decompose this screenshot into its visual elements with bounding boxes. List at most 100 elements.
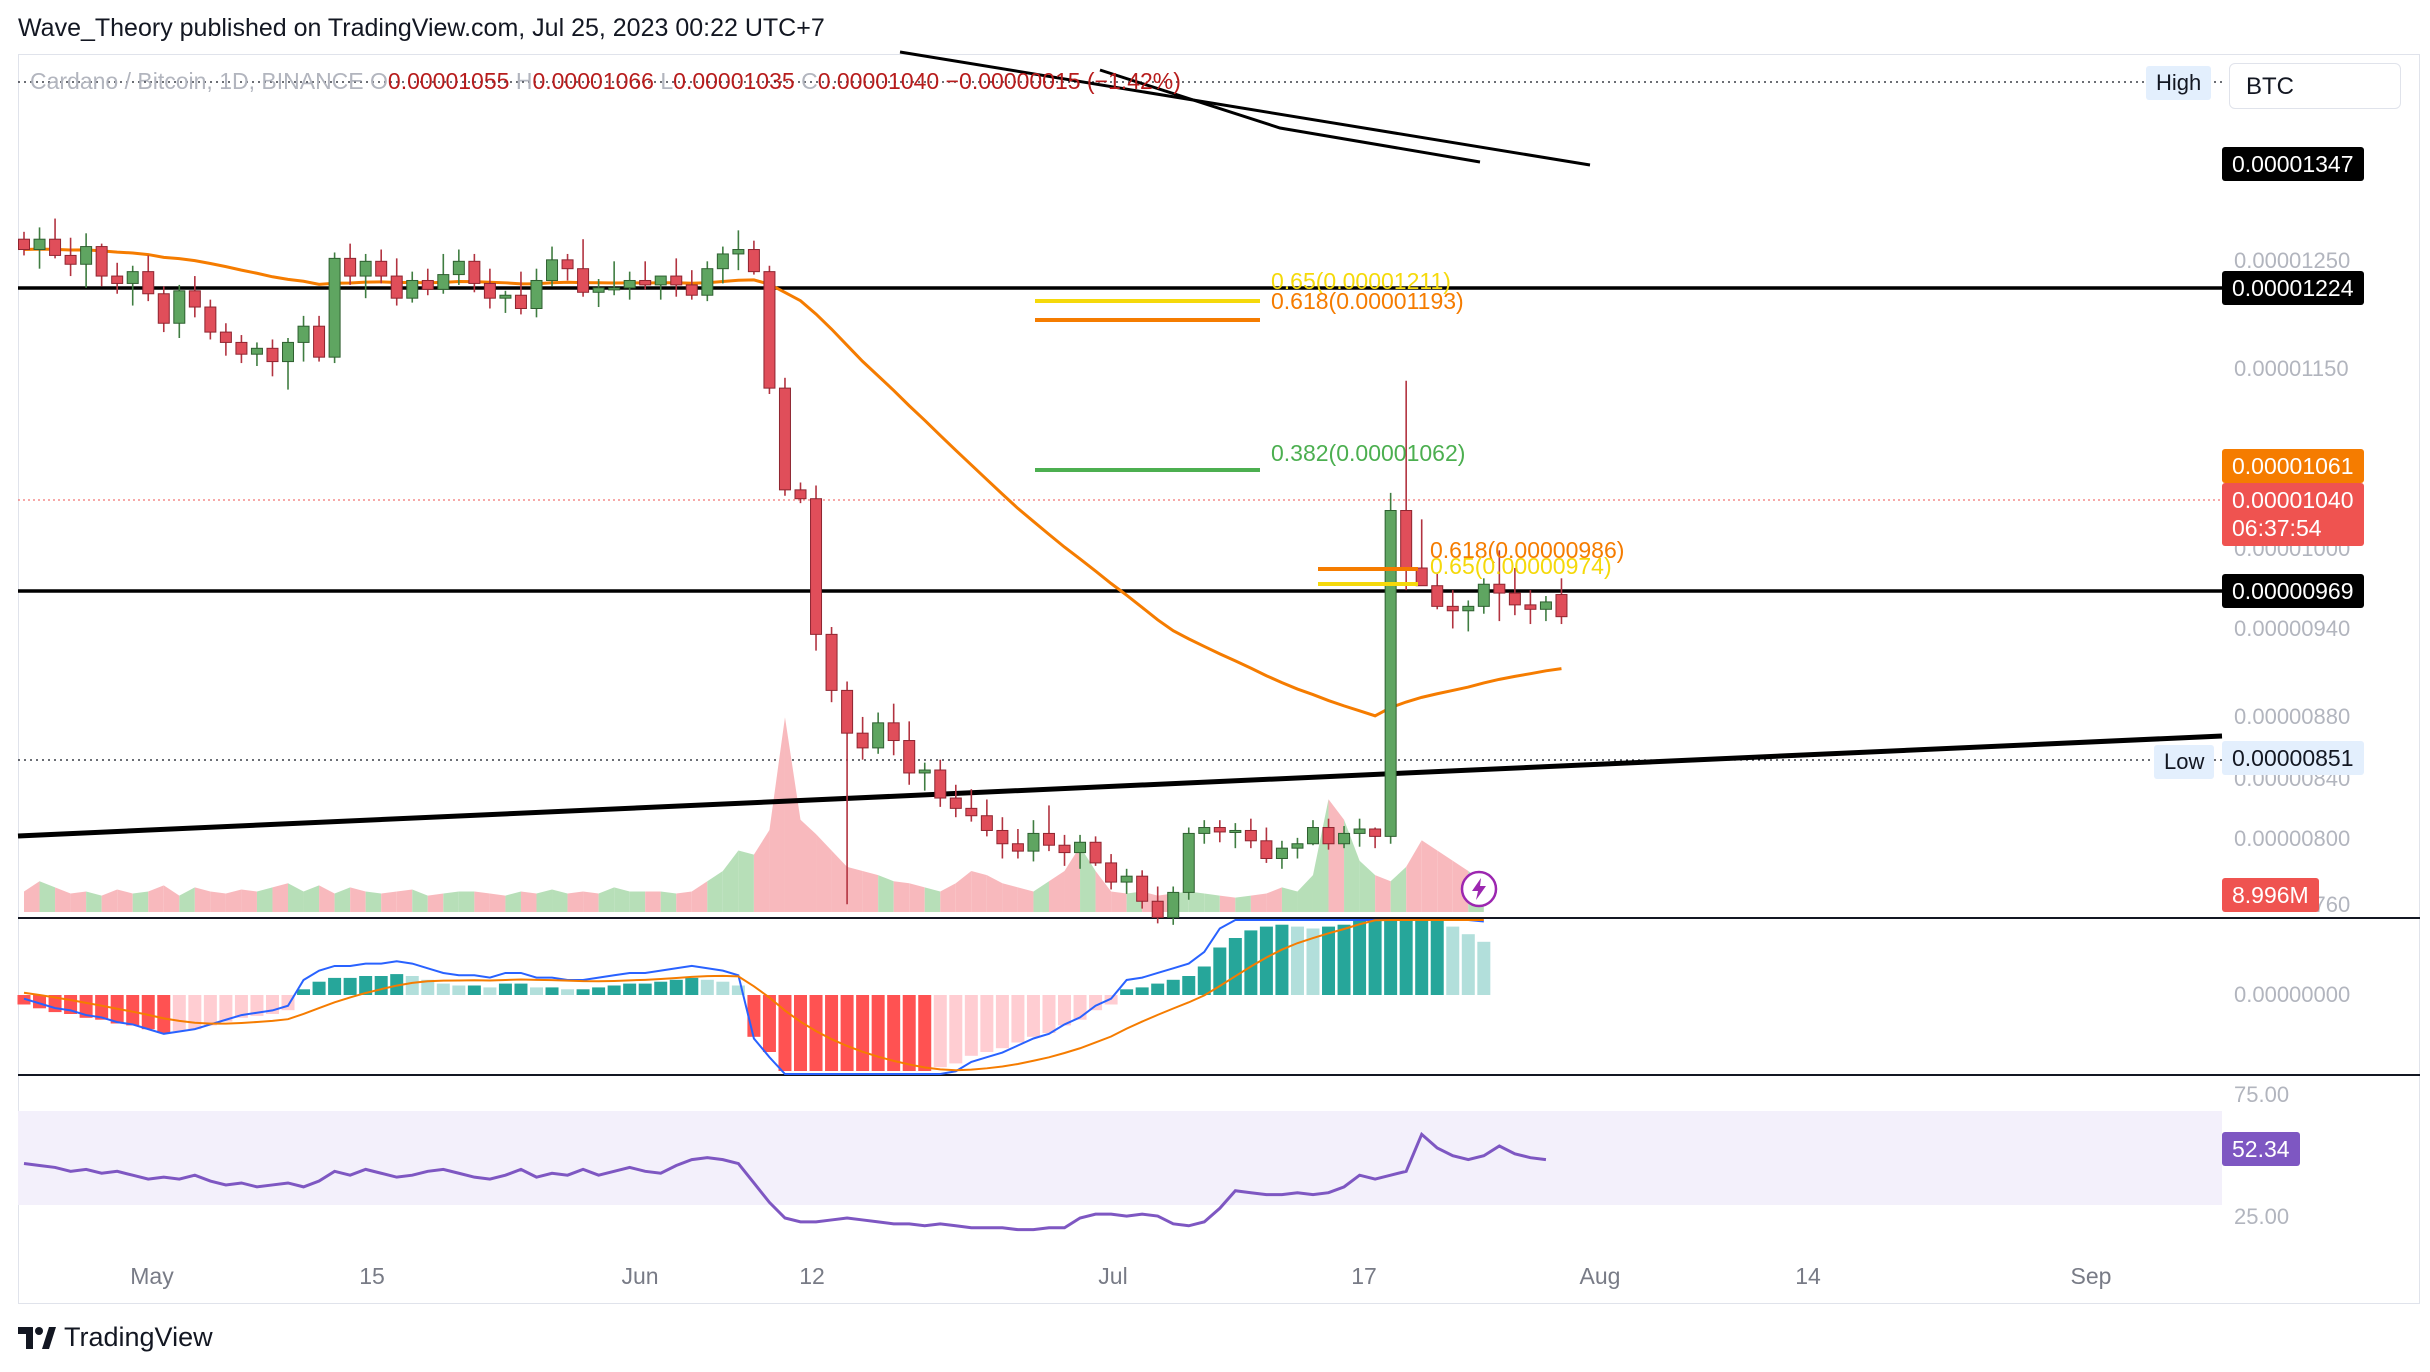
candle-body: [639, 279, 652, 286]
currency-selector[interactable]: BTC: [2229, 63, 2401, 109]
candle-body: [1260, 840, 1273, 859]
candle-body: [1151, 900, 1164, 918]
candle-body: [375, 260, 388, 277]
candle-body: [235, 341, 248, 355]
candle-body: [577, 268, 590, 293]
fib-label: 0.65(0.00000974): [1430, 553, 1612, 579]
candle-body: [1400, 510, 1413, 569]
volume-area-segment: [1266, 887, 1282, 912]
volume-area-segment: [489, 893, 506, 912]
volume-area-segment: [1095, 871, 1112, 912]
candle-body: [561, 259, 574, 270]
candle-body: [530, 279, 543, 310]
candle-body: [685, 284, 698, 296]
volume-area-segment: [738, 850, 754, 912]
volume-area-segment: [645, 891, 661, 912]
macd-hist-bar: [374, 976, 388, 995]
low-value: 0.00001035: [673, 68, 795, 94]
macd-hist-bar: [1166, 979, 1180, 995]
open-key: O: [370, 68, 388, 94]
time-tick: 17: [1351, 1263, 1377, 1289]
bolt-icon[interactable]: [1460, 870, 1498, 908]
macd-hist-bar: [421, 979, 435, 995]
price-tick: 0.00000800: [2234, 826, 2351, 851]
candle-body: [437, 274, 450, 290]
brand[interactable]: TradingView: [18, 1322, 213, 1353]
macd-hist-bar: [95, 995, 109, 1020]
macd-hist-bar: [157, 995, 171, 1033]
candle-body: [64, 254, 77, 265]
candle-body: [359, 260, 372, 277]
volume-area-segment: [334, 887, 351, 912]
candle-body: [111, 275, 124, 284]
candle-body: [95, 246, 108, 277]
fib-levels: [1035, 299, 1418, 586]
candle-body: [732, 249, 745, 255]
macd-hist-bar: [995, 995, 1009, 1049]
volume-area-segment: [288, 883, 304, 912]
candle-body: [1198, 827, 1211, 834]
candle-body: [1136, 875, 1149, 902]
macd-hist-bar: [1244, 930, 1258, 995]
macd-hist-bar: [1011, 995, 1025, 1043]
symbol-header: Cardano / Bitcoin, 1D, BINANCE O0.000010…: [30, 68, 1181, 95]
candle-body: [1462, 605, 1475, 612]
volume-area-segment: [1390, 866, 1407, 912]
volume-area-segment: [350, 887, 366, 912]
change-value: −0.00000015 (−1.42%): [945, 68, 1181, 94]
time-tick: May: [130, 1263, 174, 1289]
volume-area-segment: [1219, 895, 1236, 912]
time-tick: Aug: [1579, 1263, 1621, 1289]
candle-body: [483, 282, 496, 299]
volume-area-segment: [614, 887, 630, 912]
time-tick: 15: [359, 1263, 385, 1289]
volume-area-segment: [660, 891, 677, 912]
time-tick: 12: [799, 1263, 825, 1289]
macd-hist-bar: [297, 989, 311, 995]
price-label-969: 0.00000969: [2222, 574, 2364, 608]
volume-area-segment: [443, 891, 459, 912]
time-tick: Jul: [1098, 1263, 1128, 1289]
price-label-1347: 0.00001347: [2222, 147, 2364, 181]
macd-hist-bar: [871, 995, 885, 1071]
candle-body: [701, 268, 714, 296]
macd-line: [23, 919, 1484, 1075]
volume-area-segment: [800, 819, 817, 912]
volume-area-segment: [1250, 893, 1267, 912]
candle-body: [934, 769, 947, 799]
macd-hist-bar: [328, 977, 342, 995]
candle-body: [421, 279, 434, 290]
time-tick: Sep: [2070, 1263, 2112, 1289]
volume-area-segment: [769, 717, 785, 912]
volume-label: 8.996M: [2222, 878, 2319, 912]
fib-label: 0.618(0.00000986): [1430, 537, 1625, 563]
macd-hist-bar: [1120, 989, 1134, 995]
candle-body: [188, 290, 201, 308]
candle-body: [142, 271, 155, 295]
candles: [18, 218, 1568, 925]
macd-hist-bar: [1135, 987, 1149, 995]
price-label-last: 0.00001040 06:37:54: [2222, 483, 2364, 546]
high-key: H: [515, 68, 533, 94]
symbol-name[interactable]: Cardano / Bitcoin, 1D, BINANCE: [30, 68, 364, 94]
macd-hist-bar: [1430, 919, 1444, 995]
open-value: 0.00001055: [387, 68, 510, 94]
candle-body: [903, 740, 916, 774]
candle-body: [841, 689, 854, 734]
volume-area-segment: [1064, 846, 1081, 912]
candle-body: [514, 294, 527, 310]
macd-hist-bar: [172, 995, 186, 1032]
candle-body: [344, 257, 357, 277]
candle-body: [716, 253, 729, 270]
volume-area-segment: [1406, 840, 1422, 912]
macd-hist-bar: [700, 979, 714, 995]
macd-hist-bar: [1384, 919, 1398, 995]
candle-body: [250, 347, 263, 355]
time-tick: Jun: [621, 1263, 659, 1289]
volume-area-segment: [86, 891, 102, 912]
macd-hist-bar: [529, 987, 543, 995]
volume-area-segment: [629, 891, 646, 912]
macd-hist-bar: [1290, 926, 1304, 995]
volume-area-segment: [1188, 891, 1205, 912]
